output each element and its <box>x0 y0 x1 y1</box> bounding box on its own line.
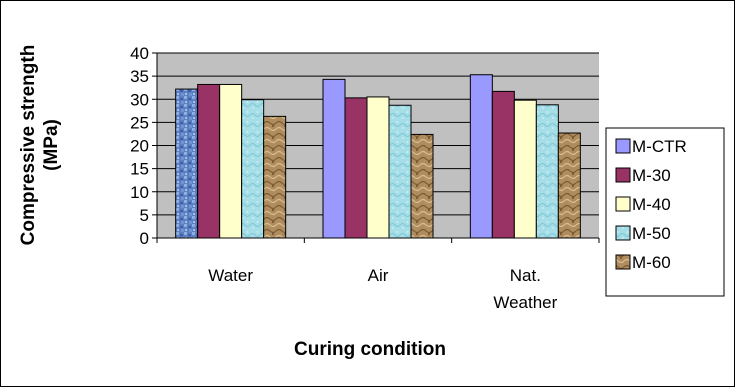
y-tick-label: 10 <box>130 183 149 202</box>
legend-label-m-30: M-30 <box>632 166 671 185</box>
bar-m-ctr-1 <box>322 78 346 239</box>
bar-m-60-1 <box>410 133 434 239</box>
legend-swatch-m-30 <box>615 167 631 183</box>
y-tick-label: 40 <box>130 44 149 63</box>
y-tick-label: 35 <box>130 67 149 86</box>
y-tick-label: 20 <box>130 137 149 156</box>
x-category-label: Nat. <box>510 266 541 285</box>
x-category-label: Weather <box>493 293 557 312</box>
legend-swatch-m-40 <box>615 196 631 212</box>
bar-m-30-0 <box>197 83 221 239</box>
bar-m-30-2 <box>491 90 515 239</box>
legend-label-m-ctr: M-CTR <box>632 137 687 156</box>
y-tick-label: 15 <box>130 160 149 179</box>
legend-label-m-60: M-60 <box>632 253 671 272</box>
bar-m-40-0 <box>219 83 243 239</box>
bar-m-60-0 <box>263 115 287 239</box>
bar-m-50-1 <box>388 104 412 239</box>
bars <box>175 74 581 239</box>
legend-swatch-m-ctr <box>615 138 631 154</box>
bar-m-60-2 <box>557 132 581 239</box>
legend-swatch-m-60 <box>615 254 631 270</box>
bar-m-50-2 <box>535 104 559 239</box>
bar-m-40-2 <box>513 99 537 239</box>
bar-m-40-1 <box>366 96 390 239</box>
bar-m-ctr-2 <box>469 74 493 239</box>
y-tick-labels: 0 5 10 15 20 25 30 35 40 <box>130 44 149 248</box>
x-axis-title: Curing condition <box>294 339 446 360</box>
bar-m-30-1 <box>344 97 368 239</box>
y-tick-label: 25 <box>130 113 149 132</box>
bar-m-50-0 <box>241 99 265 239</box>
y-tick-label: 30 <box>130 90 149 109</box>
legend-swatch-m-50 <box>615 225 631 241</box>
y-axis-title-line-1: Compressive strength <box>18 45 39 246</box>
y-axis-title-line-2: (MPa) <box>41 119 62 171</box>
axes <box>152 52 600 243</box>
y-tick-label: 5 <box>140 206 149 225</box>
y-tick-label: 0 <box>140 229 149 248</box>
x-category-label: Water <box>208 266 253 285</box>
x-category-labels: Water Air Nat. Weather <box>208 266 557 312</box>
legend-label-m-40: M-40 <box>632 195 671 214</box>
legend: M-CTR M-30 M-40 M-50 M-60 <box>615 137 687 272</box>
bar-m-ctr-0 <box>175 88 199 239</box>
x-category-label: Air <box>368 266 389 285</box>
legend-label-m-50: M-50 <box>632 224 671 243</box>
